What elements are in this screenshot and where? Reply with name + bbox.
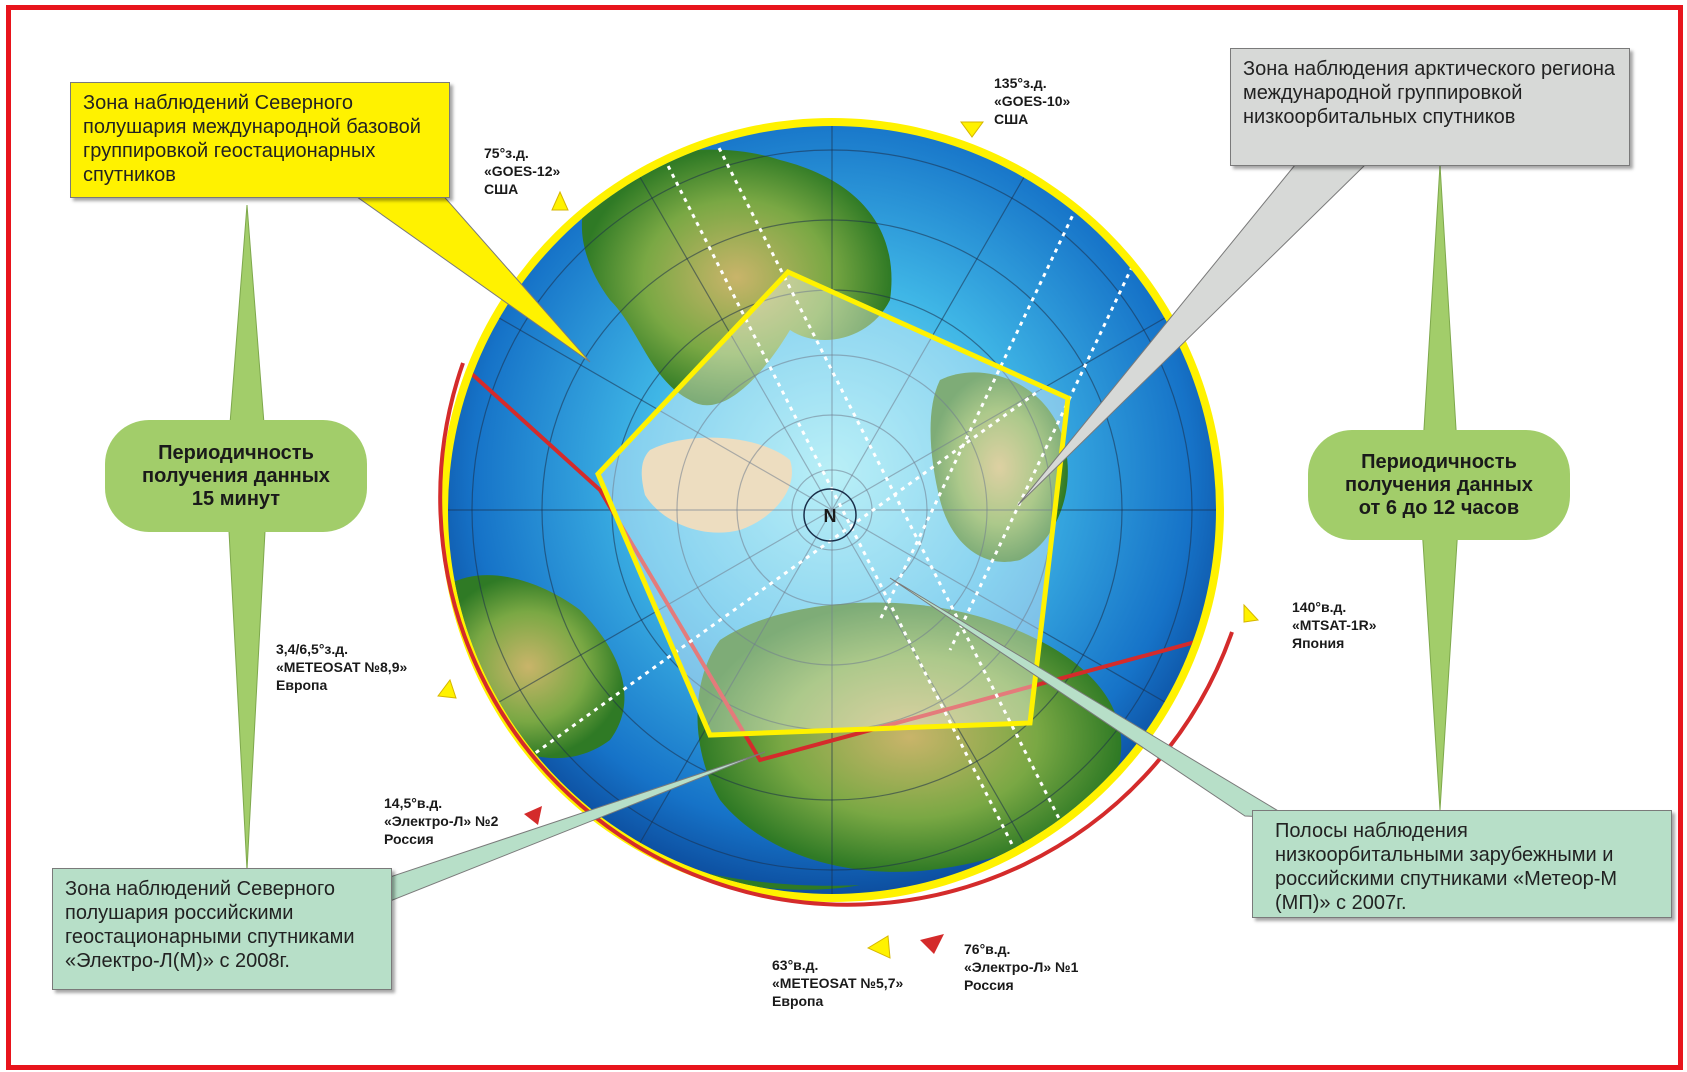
red-arc-left <box>438 362 1234 907</box>
landmass-east-asia <box>930 372 1068 562</box>
sat-label-meteosat89: 3,4/6,5°з.д. «METEOSAT №8,9» Европа <box>276 640 407 694</box>
sat-elektro2-longitude: 14,5°в.д. <box>384 795 443 811</box>
sat-elektro2-name: «Электро-Л» №2 <box>384 813 499 829</box>
marker-meteosat57 <box>866 935 891 959</box>
sat-elektro1-name: «Электро-Л» №1 <box>964 959 1079 975</box>
landmass-greenland <box>641 437 792 533</box>
marker-mtsat <box>1243 603 1260 623</box>
callout-russian-geo-text: Зона наблюдений Северного полушария росс… <box>65 878 355 972</box>
north-pole-circle <box>803 488 857 542</box>
marker-elektro2 <box>524 806 542 825</box>
callout-geo-international: Зона наблюдений Северного полушария межд… <box>70 82 450 198</box>
periodicity-right-line-1: Периодичность <box>1361 450 1517 473</box>
sat-label-goes12: 75°з.д. «GOES-12» США <box>484 144 560 198</box>
sat-meteosat57-longitude: 63°в.д. <box>772 957 819 973</box>
globe: N <box>438 118 1234 907</box>
sat-label-elektro2: 14,5°в.д. «Электро-Л» №2 Россия <box>384 794 498 848</box>
sat-label-meteosat57: 63°в.д. «METEOSAT №5,7» Европа <box>772 956 903 1010</box>
sat-label-elektro1: 76°в.д. «Электро-Л» №1 Россия <box>964 940 1078 994</box>
sat-label-goes10: 135°з.д. «GOES-10» США <box>994 74 1070 128</box>
callout-arctic-leo-text: Зона наблюдения арктического региона меж… <box>1243 58 1616 128</box>
sat-goes12-longitude: 75°з.д. <box>484 145 529 161</box>
leo-strips <box>469 139 1142 861</box>
sat-label-mtsat: 140°в.д. «MTSAT-1R» Япония <box>1292 598 1377 652</box>
sat-goes10-longitude: 135°з.д. <box>994 75 1047 91</box>
satellite-markers <box>437 121 1260 959</box>
periodicity-right: Периодичность получения данных от 6 до 1… <box>1308 430 1570 540</box>
sat-meteosat57-name: «METEOSAT №5,7» <box>772 975 904 991</box>
callout-leo-strips-text: Полосы наблюдения низкоорбитальными зару… <box>1275 820 1618 914</box>
sat-elektro1-country: Россия <box>964 977 1014 993</box>
periodicity-left-line-2: получения данных <box>142 464 330 487</box>
callout-geo-international-text: Зона наблюдений Северного полушария межд… <box>83 92 421 186</box>
callout-leo-strips: Полосы наблюдения низкоорбитальными зару… <box>1252 810 1672 918</box>
sat-goes10-country: США <box>994 111 1029 127</box>
sat-meteosat89-longitude: 3,4/6,5°з.д. <box>276 641 349 657</box>
sat-mtsat-country: Япония <box>1292 635 1345 651</box>
marker-goes10 <box>960 121 984 138</box>
periodicity-left-line-3: 15 минут <box>191 487 281 510</box>
callout-arctic-leo: Зона наблюдения арктического региона меж… <box>1230 48 1630 166</box>
sat-goes12-name: «GOES-12» <box>484 163 561 179</box>
sat-mtsat-longitude: 140°в.д. <box>1292 599 1347 615</box>
periodicity-left-star <box>225 204 269 871</box>
sat-goes12-country: США <box>484 181 519 197</box>
marker-meteosat89 <box>437 678 457 699</box>
callout-russian-geo: Зона наблюдений Северного полушария росс… <box>52 868 392 990</box>
north-pole-label: N <box>824 506 837 526</box>
periodicity-left-line-1: Периодичность <box>158 441 314 464</box>
sat-meteosat89-country: Европа <box>276 677 328 693</box>
sat-meteosat89-name: «METEOSAT №8,9» <box>276 659 408 675</box>
marker-elektro1 <box>920 934 944 954</box>
callout-pointers <box>340 164 1367 906</box>
landmasses <box>448 149 1122 890</box>
marker-goes12 <box>551 190 569 211</box>
periodicity-right-line-3: от 6 до 12 часов <box>1358 496 1520 519</box>
sat-meteosat57-country: Европа <box>772 993 824 1009</box>
sat-mtsat-name: «MTSAT-1R» <box>1292 617 1377 633</box>
sat-goes10-name: «GOES-10» <box>994 93 1071 109</box>
geo-base-pentagon <box>595 268 1071 738</box>
sat-elektro1-longitude: 76°в.д. <box>964 941 1011 957</box>
sat-elektro2-country: Россия <box>384 831 434 847</box>
periodicity-left: Периодичность получения данных 15 минут <box>105 420 367 532</box>
meridian-grid <box>448 126 1216 894</box>
periodicity-right-line-2: получения данных <box>1345 473 1533 496</box>
landmass-north-america <box>581 149 892 406</box>
landmass-asia <box>697 602 1122 872</box>
